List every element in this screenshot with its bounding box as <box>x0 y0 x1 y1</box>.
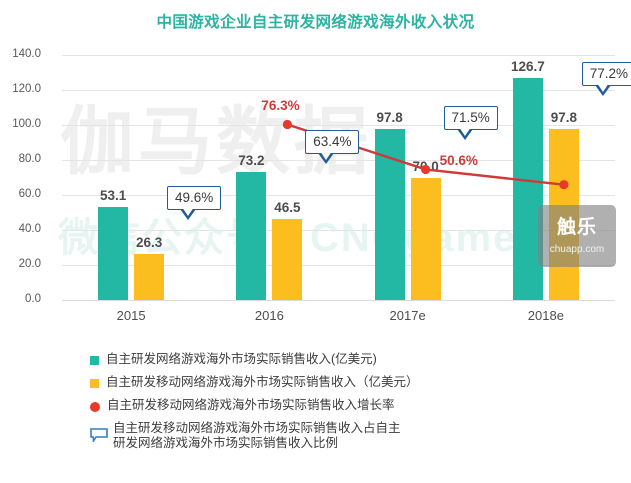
legend-label-3: 自主研发移动网络游戏海外市场实际销售收入占自主 研发网络游戏海外市场实际销售收入… <box>113 421 401 451</box>
share-callout-label-2016: 63.4% <box>313 134 352 149</box>
growth-rate-label-2016: 76.3% <box>261 98 300 114</box>
y-axis-tick-label: 60.0 <box>18 188 41 200</box>
x-axis-tick-2016: 2016 <box>254 308 284 323</box>
gridline <box>62 55 615 56</box>
share-callout-2015: 49.6% <box>167 186 222 220</box>
callout-tail-fill <box>596 83 609 92</box>
legend-label-3-line2: 研发网络游戏海外市场实际销售收入比例 <box>113 436 339 450</box>
watermark-badge-url: chuapp.com <box>549 244 605 255</box>
bar-yellow-2016 <box>272 218 303 300</box>
share-callout-2016: 63.4% <box>305 130 360 164</box>
red-circle-icon <box>90 402 100 412</box>
x-axis-tick-2018e: 2018e <box>527 308 564 323</box>
bar-value-label-yellow-2016: 46.5 <box>274 199 301 215</box>
gridline <box>62 125 615 126</box>
speech-bubble-icon <box>90 428 108 444</box>
legend-item-share-callout: 自主研发移动网络游戏海外市场实际销售收入占自主 研发网络游戏海外市场实际销售收入… <box>90 421 560 451</box>
bar-yellow-2015 <box>134 253 165 300</box>
growth-rate-point <box>559 180 569 190</box>
share-callout-2018e: 77.2% <box>581 62 631 96</box>
share-callout-label-2015: 49.6% <box>174 190 214 205</box>
gridline <box>62 230 615 231</box>
gridline <box>62 265 615 266</box>
share-callout-2017e: 71.5% <box>443 106 498 140</box>
y-axis-tick-label: 120.0 <box>12 83 41 95</box>
bar-value-label-teal-2018e: 126.7 <box>510 59 545 75</box>
growth-rate-point <box>421 164 431 175</box>
legend-label-2: 自主研发移动网络游戏海外市场实际销售收入增长率 <box>107 398 395 412</box>
bar-value-label-teal-2017e: 97.8 <box>376 109 403 125</box>
legend-item-teal-bar: 自主研发网络游戏海外市场实际销售收入(亿美元) <box>90 352 560 367</box>
bar-yellow-2017e <box>410 177 441 300</box>
bar-value-label-teal-2015: 53.1 <box>99 188 127 204</box>
legend-item-growth-line: 自主研发移动网络游戏海外市场实际销售收入增长率 <box>90 398 560 413</box>
x-axis-tick-2015: 2015 <box>116 308 146 323</box>
gridline <box>62 90 615 91</box>
growth-rate-label-2017e: 50.6% <box>439 153 478 169</box>
growth-rate-point <box>282 119 292 130</box>
callout-tail-fill <box>182 207 195 216</box>
callout-tail-fill <box>458 127 471 136</box>
callout-tail-fill <box>320 151 333 160</box>
bar-teal-2016 <box>236 171 267 300</box>
bar-value-label-yellow-2015: 26.3 <box>135 234 163 250</box>
bar-value-label-yellow-2018e: 97.8 <box>550 109 578 125</box>
site-watermark-badge: 触乐 chuapp.com <box>538 205 616 267</box>
legend-label-0: 自主研发网络游戏海外市场实际销售收入(亿美元) <box>106 352 377 366</box>
bar-teal-2015 <box>98 207 129 300</box>
y-axis-tick-label: 140.0 <box>12 48 41 60</box>
gridline <box>62 160 615 161</box>
growth-rate-line-layer <box>282 119 569 190</box>
chart-legend: 自主研发网络游戏海外市场实际销售收入(亿美元) 自主研发移动网络游戏海外市场实际… <box>90 352 560 451</box>
gridline <box>62 195 615 196</box>
y-axis-tick-label: 40.0 <box>18 223 41 235</box>
y-axis-tick-label: 20.0 <box>18 258 41 270</box>
bar-teal-2018e <box>512 78 543 300</box>
x-axis-tick-2017e: 2017e <box>389 308 426 323</box>
share-callout-label-2018e: 77.2% <box>589 66 629 81</box>
yellow-square-icon <box>90 379 99 388</box>
legend-label-1: 自主研发移动网络游戏海外市场实际销售收入（亿美元） <box>106 375 419 389</box>
watermark-badge-mark: 触乐 <box>556 217 597 238</box>
share-callout-label-2017e: 71.5% <box>451 110 490 125</box>
x-axis-line <box>62 300 615 301</box>
teal-square-icon <box>90 356 99 365</box>
legend-item-yellow-bar: 自主研发移动网络游戏海外市场实际销售收入（亿美元） <box>90 375 560 390</box>
y-axis-tick-label: 0.0 <box>25 293 41 305</box>
y-axis-tick-label: 100.0 <box>12 118 41 130</box>
legend-label-3-line1: 自主研发移动网络游戏海外市场实际销售收入占自主 <box>113 421 401 435</box>
bar-value-label-teal-2016: 73.2 <box>238 152 265 168</box>
chart-title: 中国游戏企业自主研发网络游戏海外收入状况 <box>156 14 475 31</box>
y-axis-tick-label: 80.0 <box>18 153 41 165</box>
